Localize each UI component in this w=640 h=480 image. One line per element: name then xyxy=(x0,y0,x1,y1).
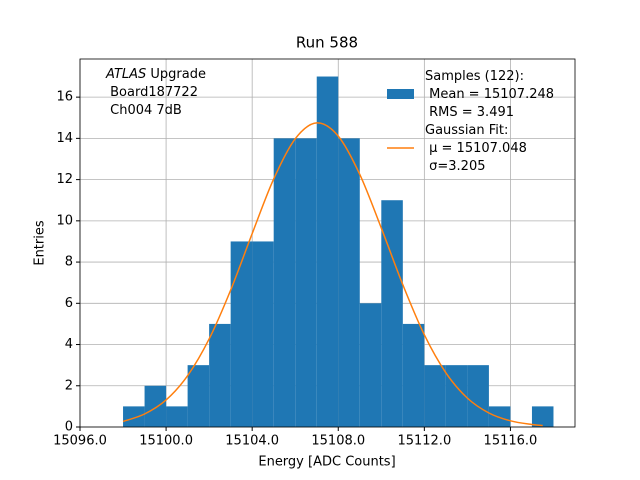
y-tick-label: 8 xyxy=(65,255,73,270)
bar xyxy=(359,303,382,427)
y-axis-label: Entries xyxy=(33,220,48,266)
x-axis-label: Energy [ADC Counts] xyxy=(258,455,395,470)
chart-title: Run 588 xyxy=(296,34,358,52)
plot-area xyxy=(122,76,554,428)
bar xyxy=(338,138,360,427)
bar xyxy=(166,406,188,427)
bar xyxy=(273,138,296,427)
bar xyxy=(295,138,317,427)
bar xyxy=(187,365,210,427)
bar xyxy=(381,200,403,427)
bar xyxy=(402,323,425,427)
y-tick-label: 2 xyxy=(65,378,73,393)
y-tick-label: 12 xyxy=(56,172,73,187)
x-tick-label: 15112.0 xyxy=(397,434,451,449)
axes-frame xyxy=(79,58,576,428)
x-tick-label: 15096.0 xyxy=(53,434,107,449)
bar xyxy=(252,241,274,427)
bar xyxy=(123,406,145,427)
annotation-emphasis: ATLAS xyxy=(105,67,146,82)
annotation: ATLAS Upgrade Board187722 Ch004 7dB xyxy=(105,67,206,118)
legend-swatch xyxy=(387,89,414,99)
bar xyxy=(230,241,253,427)
bar xyxy=(316,76,339,428)
y-tick-label: 14 xyxy=(56,131,73,146)
x-tick-label: 15108.0 xyxy=(311,434,365,449)
y-tick-label: 4 xyxy=(65,337,73,352)
fit-line xyxy=(122,122,543,427)
bar xyxy=(144,385,167,427)
y-tick-label: 10 xyxy=(56,213,73,228)
x-tick-label: 15100.0 xyxy=(139,434,193,449)
bar xyxy=(531,406,554,427)
y-tick-label: 16 xyxy=(56,90,73,105)
bar xyxy=(424,365,446,427)
x-tick-label: 15116.0 xyxy=(484,434,538,449)
bar xyxy=(488,406,511,427)
y-tick-label: 0 xyxy=(65,420,73,435)
legend-label: Gaussian Fit: μ = 15107.048 σ=3.205 xyxy=(425,123,527,174)
x-tick-label: 15104.0 xyxy=(225,434,279,449)
bar xyxy=(467,365,489,427)
legend-label: Samples (122): Mean = 15107.248 RMS = 3.… xyxy=(425,69,554,120)
bar xyxy=(209,323,231,427)
y-tick-label: 6 xyxy=(65,296,73,311)
